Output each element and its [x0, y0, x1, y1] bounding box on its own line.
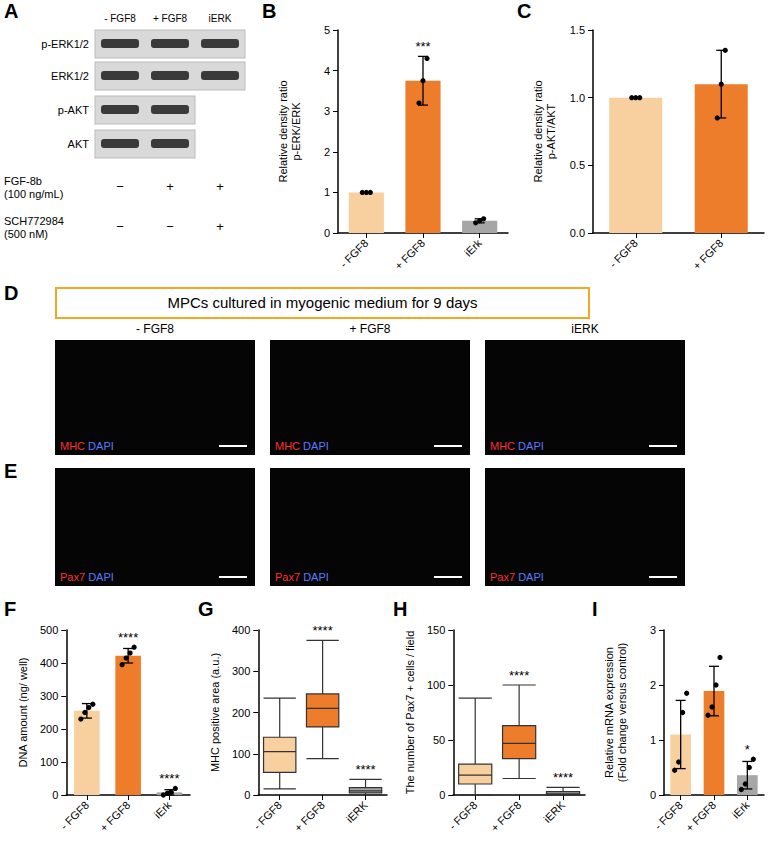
svg-text:5: 5	[324, 24, 330, 36]
svg-text:1: 1	[324, 186, 330, 198]
svg-text:0: 0	[650, 789, 656, 801]
svg-text:iERK: iERK	[541, 798, 568, 825]
svg-text:Relative density ratio: Relative density ratio	[277, 80, 289, 182]
svg-text:400: 400	[40, 657, 58, 669]
svg-text:0.5: 0.5	[570, 159, 585, 171]
html-text:Pax7 DAPI: Pax7 DAPI	[275, 571, 329, 583]
svg-text:+: +	[216, 219, 224, 234]
svg-text:4: 4	[324, 65, 330, 77]
svg-text:p-ERK1/2: p-ERK1/2	[41, 38, 89, 50]
svg-text:(100 ng/mL): (100 ng/mL)	[4, 188, 63, 200]
svg-text:****: ****	[118, 630, 138, 645]
svg-text:***: ***	[415, 39, 430, 54]
svg-text:+: +	[216, 179, 224, 194]
html-text:B: B	[262, 0, 277, 22]
html-text:MPCs cultured in myogenic medi: MPCs cultured in myogenic medium for 9 d…	[167, 294, 478, 311]
svg-text:AKT: AKT	[68, 138, 90, 150]
svg-text:+ FGF8: + FGF8	[392, 237, 427, 272]
svg-text:+ FGF8: + FGF8	[153, 13, 188, 24]
svg-text:+ FGF8: + FGF8	[690, 237, 725, 272]
svg-text:0: 0	[439, 789, 445, 801]
svg-text:300: 300	[232, 665, 250, 677]
svg-text:1.0: 1.0	[570, 92, 585, 104]
html-text:MHC DAPI: MHC DAPI	[490, 440, 544, 452]
svg-text:iErk: iErk	[152, 798, 174, 820]
svg-text:+ FGF8: + FGF8	[97, 799, 132, 834]
svg-text:iERK: iERK	[209, 13, 232, 24]
svg-text:400: 400	[232, 624, 250, 636]
svg-text:+ FGF8: + FGF8	[292, 799, 327, 834]
svg-text:****: ****	[313, 623, 333, 638]
svg-text:- FGF8: - FGF8	[337, 237, 370, 270]
svg-text:****: ****	[355, 762, 375, 777]
svg-text:0: 0	[324, 227, 330, 239]
html-text:- FGF8: - FGF8	[136, 322, 174, 336]
svg-text:iERK: iERK	[344, 798, 371, 825]
svg-text:2: 2	[650, 679, 656, 691]
svg-text:DNA amount (ng/ well): DNA amount (ng/ well)	[17, 657, 29, 767]
svg-text:FGF-8b: FGF-8b	[4, 175, 42, 187]
svg-text:100: 100	[232, 748, 250, 760]
html-text:D: D	[4, 282, 19, 304]
svg-text:****: ****	[159, 771, 179, 786]
svg-text:p-AKT/AKT: p-AKT/AKT	[545, 103, 557, 159]
svg-text:1.5: 1.5	[570, 24, 585, 36]
svg-text:iErk: iErk	[730, 798, 752, 820]
svg-text:3: 3	[324, 105, 330, 117]
svg-text:- FGF8: - FGF8	[446, 799, 479, 832]
svg-text:500: 500	[40, 624, 58, 636]
svg-text:p-AKT: p-AKT	[58, 104, 89, 116]
svg-text:50: 50	[433, 734, 445, 746]
html-text:I: I	[592, 598, 598, 620]
svg-text:300: 300	[40, 690, 58, 702]
html-text:A: A	[4, 0, 19, 22]
svg-text:*: *	[745, 742, 750, 757]
svg-text:0: 0	[244, 789, 250, 801]
svg-text:−: −	[116, 219, 124, 234]
svg-text:+ FGF8: + FGF8	[683, 799, 718, 834]
svg-text:+ FGF8: + FGF8	[488, 799, 523, 834]
svg-text:+: +	[166, 179, 174, 194]
html-text:+ FGF8: + FGF8	[349, 322, 391, 336]
svg-text:The number of Pax7 + cells / f: The number of Pax7 + cells / field	[404, 631, 416, 795]
svg-text:−: −	[116, 179, 124, 194]
svg-text:- FGF8: - FGF8	[58, 799, 91, 832]
svg-text:100: 100	[427, 679, 445, 691]
svg-text:1: 1	[650, 734, 656, 746]
svg-text:- FGF8: - FGF8	[607, 237, 640, 270]
svg-text:Relative density ratio: Relative density ratio	[532, 80, 544, 182]
html-text:MHC DAPI: MHC DAPI	[275, 440, 329, 452]
svg-text:−: −	[166, 219, 174, 234]
svg-text:Relative mRNA expression: Relative mRNA expression	[603, 647, 615, 778]
svg-text:100: 100	[40, 756, 58, 768]
svg-text:- FGF8: - FGF8	[652, 799, 685, 832]
html-text:MHC DAPI: MHC DAPI	[60, 440, 114, 452]
svg-text:(500 nM): (500 nM)	[4, 228, 48, 240]
svg-text:- FGF8: - FGF8	[104, 13, 136, 24]
svg-text:SCH772984: SCH772984	[4, 215, 64, 227]
svg-text:****: ****	[553, 770, 573, 785]
svg-text:ERK1/2: ERK1/2	[51, 70, 89, 82]
html-text:H: H	[393, 598, 408, 620]
svg-text:200: 200	[232, 707, 250, 719]
svg-text:0.0: 0.0	[570, 227, 585, 239]
html-text:Pax7 DAPI: Pax7 DAPI	[490, 571, 544, 583]
svg-text:150: 150	[427, 624, 445, 636]
svg-text:0: 0	[52, 789, 58, 801]
svg-text:p-ERK/ERK: p-ERK/ERK	[290, 102, 302, 161]
svg-text:3: 3	[650, 624, 656, 636]
html-text:G: G	[198, 598, 214, 620]
svg-text:MHC positive area (a.u.): MHC positive area (a.u.)	[209, 653, 221, 772]
html-text:iERK: iERK	[571, 322, 599, 336]
html-text:Pax7 DAPI: Pax7 DAPI	[60, 571, 114, 583]
svg-text:200: 200	[40, 723, 58, 735]
svg-text:- FGF8: - FGF8	[251, 799, 284, 832]
svg-text:****: ****	[509, 668, 529, 683]
svg-text:(Fold change versus control): (Fold change versus control)	[616, 643, 628, 782]
svg-text:2: 2	[324, 146, 330, 158]
html-text:F: F	[4, 598, 17, 620]
html-text:E: E	[4, 460, 18, 482]
svg-text:iErk: iErk	[462, 236, 484, 258]
html-text:C: C	[517, 0, 532, 22]
